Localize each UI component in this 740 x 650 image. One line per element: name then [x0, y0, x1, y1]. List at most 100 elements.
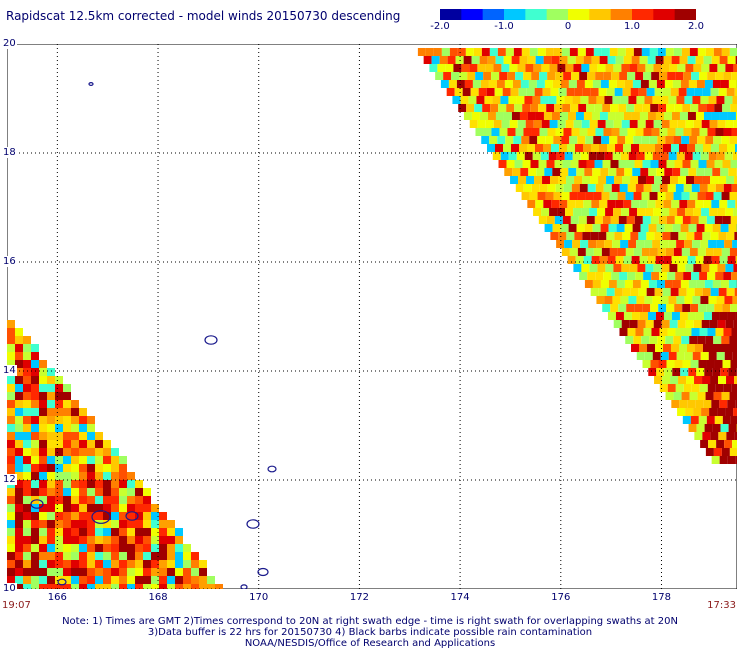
- swath-pixel: [463, 56, 472, 64]
- swath-pixel: [731, 328, 737, 336]
- swath-pixel: [674, 360, 683, 368]
- swath-pixel: [15, 528, 23, 536]
- swath-pixel: [577, 248, 586, 256]
- swath-pixel: [425, 48, 434, 56]
- swath-pixel: [687, 144, 695, 152]
- swath-pixel: [565, 64, 574, 72]
- swath-pixel: [631, 56, 640, 64]
- swath-pixel: [615, 256, 624, 264]
- swath-pixel: [667, 184, 676, 192]
- swath-pixel: [623, 312, 632, 320]
- swath-pixel: [487, 112, 496, 120]
- swath-pixel: [655, 144, 663, 152]
- swath-pixel: [568, 168, 577, 176]
- swath-pixel: [585, 192, 594, 200]
- swath-pixel: [649, 248, 658, 256]
- swath-pixel: [680, 280, 689, 288]
- swath-pixel: [648, 368, 657, 376]
- swath-pixel: [623, 112, 632, 120]
- swath-pixel: [534, 88, 543, 96]
- swath-pixel: [686, 376, 695, 384]
- swath-pixel: [643, 328, 652, 336]
- swath-pixel: [520, 168, 529, 176]
- swath-pixel: [659, 328, 668, 336]
- swath-pixel: [55, 480, 63, 488]
- swath-pixel: [701, 320, 710, 328]
- swath-pixel: [519, 56, 528, 64]
- swath-pixel: [670, 232, 679, 240]
- swath-pixel: [604, 96, 613, 104]
- swath-pixel: [619, 272, 628, 280]
- swath-pixel: [582, 232, 591, 240]
- swath-pixel: [688, 280, 697, 288]
- swath-pixel: [626, 104, 635, 112]
- swath-pixel: [596, 152, 605, 160]
- swath-pixel: [712, 368, 721, 376]
- swath-pixel: [119, 576, 127, 584]
- swath-pixel: [632, 224, 641, 232]
- swath-pixel: [662, 232, 671, 240]
- swath-pixel: [23, 416, 31, 424]
- swath-pixel: [715, 128, 724, 136]
- swath-pixel: [644, 96, 653, 104]
- swath-pixel: [551, 112, 560, 120]
- swath-pixel: [695, 256, 704, 264]
- swath-pixel: [458, 104, 467, 112]
- swath-pixel: [683, 384, 692, 392]
- swath-pixel: [79, 440, 87, 448]
- swath-pixel: [183, 544, 191, 552]
- swath-pixel: [23, 472, 31, 480]
- swath-pixel: [709, 208, 718, 216]
- swath-pixel: [601, 248, 610, 256]
- swath-pixel: [111, 528, 119, 536]
- swath-pixel: [627, 272, 636, 280]
- swath-pixel: [679, 344, 687, 352]
- swath-pixel: [677, 264, 686, 272]
- swath-pixel: [511, 112, 520, 120]
- swath-pixel: [119, 488, 127, 496]
- swath-pixel: [127, 576, 135, 584]
- swath-pixel: [517, 120, 526, 128]
- swath-pixel: [682, 304, 691, 312]
- swath-pixel: [435, 72, 444, 80]
- swath-pixel: [602, 304, 611, 312]
- swath-pixel: [537, 48, 546, 56]
- swath-pixel: [686, 288, 695, 296]
- swath-pixel: [702, 232, 711, 240]
- swath-pixel: [39, 408, 47, 416]
- swath-pixel: [721, 192, 730, 200]
- swath-pixel: [527, 144, 535, 152]
- swath-pixel: [655, 256, 664, 264]
- swath-pixel: [730, 160, 737, 168]
- swath-pixel: [143, 576, 151, 584]
- swath-pixel: [71, 432, 79, 440]
- swath-pixel: [95, 552, 103, 560]
- swath-pixel: [542, 176, 551, 184]
- swath-pixel: [39, 536, 47, 544]
- swath-pixel: [722, 160, 731, 168]
- swath-pixel: [576, 168, 585, 176]
- swath-pixel: [698, 160, 707, 168]
- swath-pixel: [693, 64, 702, 72]
- swath-pixel: [680, 368, 689, 376]
- swath-pixel: [175, 576, 183, 584]
- swath-pixel: [667, 384, 676, 392]
- swath-pixel: [654, 176, 663, 184]
- swath-pixel: [661, 120, 670, 128]
- swath-pixel: [7, 576, 15, 584]
- swath-pixel: [127, 504, 135, 512]
- swath-pixel: [191, 552, 199, 560]
- swath-pixel: [670, 88, 679, 96]
- swath-pixel: [521, 192, 530, 200]
- swath-pixel: [700, 240, 709, 248]
- swath-pixel: [627, 128, 636, 136]
- swath-pixel: [726, 88, 735, 96]
- swath-pixel: [87, 520, 95, 528]
- swath-pixel: [677, 208, 686, 216]
- swath-pixel: [608, 80, 617, 88]
- swath-pixel: [470, 88, 479, 96]
- swath-pixel: [702, 288, 711, 296]
- swath-pixel: [561, 248, 570, 256]
- swath-pixel: [717, 320, 726, 328]
- swath-pixel: [719, 56, 728, 64]
